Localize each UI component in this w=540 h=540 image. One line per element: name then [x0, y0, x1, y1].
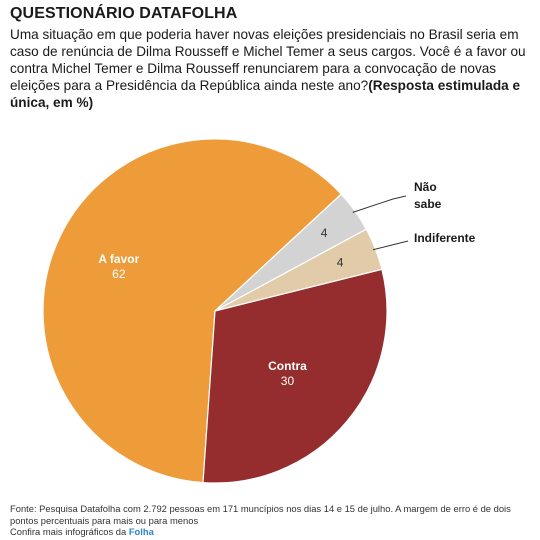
question-note: (Resposta estimulada e única, em %): [10, 78, 521, 110]
pie-slice-a-favor: [42, 138, 343, 484]
pie-chart-container: A favor 62 4 Não sabe 4 Indiferente Contra 30: [0, 110, 540, 500]
leader-line: [352, 195, 407, 213]
slice-value: 30: [281, 374, 295, 388]
question-text: Uma situação em que poderia haver novas …: [10, 27, 526, 93]
chart-title: QUESTIONÁRIO DATAFOLHA: [10, 5, 238, 22]
slice-label: A favor: [98, 252, 139, 266]
source-note: Fonte: Pesquisa Datafolha com 2.792 pess…: [10, 503, 511, 526]
footer: Fonte: Pesquisa Datafolha com 2.792 pess…: [10, 503, 530, 538]
chart-header: QUESTIONÁRIO DATAFOLHA Uma situação em q…: [10, 4, 530, 111]
folha-link[interactable]: Folha: [128, 526, 154, 537]
leader-line: [372, 240, 409, 251]
more-infographics-text: Confira mais infográficos da: [10, 526, 127, 537]
survey-question: Uma situação em que poderia haver novas …: [10, 26, 530, 111]
pie-slice-contra: [202, 268, 388, 484]
slice-label: sabe: [414, 197, 442, 211]
more-infographics: Confira mais infográficos da Folha: [10, 526, 530, 538]
slice-label: Contra: [268, 359, 307, 373]
slice-label: Não: [414, 180, 437, 194]
slice-value: 4: [337, 255, 344, 269]
slice-label: Indiferente: [414, 231, 476, 245]
slice-value: 62: [112, 267, 126, 281]
slice-value: 4: [321, 226, 328, 240]
